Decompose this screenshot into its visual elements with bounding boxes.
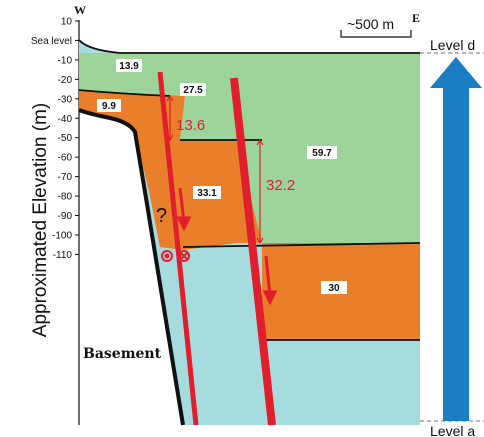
question-mark: ? bbox=[156, 205, 167, 227]
label-33-1: 33.1 bbox=[193, 186, 221, 199]
y-tick-label: Sea level bbox=[31, 36, 72, 47]
svg-text:59.7: 59.7 bbox=[312, 148, 332, 159]
fault-slip-arrows bbox=[176, 187, 278, 306]
basement-label: Basement bbox=[83, 346, 162, 362]
y-tick-label: -40 bbox=[58, 114, 73, 125]
offset-arrows bbox=[166, 94, 264, 245]
label-59-7: 59.7 bbox=[307, 146, 337, 159]
y-tick-label: -70 bbox=[58, 172, 73, 183]
y-tick-label: -110 bbox=[53, 250, 73, 261]
east-label: E bbox=[412, 11, 420, 25]
y-tick-label: -60 bbox=[58, 153, 73, 164]
label-9-9: 9.9 bbox=[97, 99, 121, 112]
contacts bbox=[78, 39, 421, 341]
label-27-5: 27.5 bbox=[180, 83, 206, 96]
basement-contact bbox=[78, 108, 185, 426]
svg-text:27.5: 27.5 bbox=[183, 85, 203, 96]
unit-value-labels: 13.9 27.5 9.9 59.7 33.1 30 bbox=[97, 59, 347, 294]
svg-text:33.1: 33.1 bbox=[197, 188, 217, 199]
fault-right bbox=[230, 77, 276, 426]
west-label: W bbox=[74, 3, 86, 17]
label-13-9: 13.9 bbox=[116, 59, 142, 72]
svg-text:9.9: 9.9 bbox=[102, 101, 116, 112]
scale-bar: ~500 m bbox=[340, 16, 412, 38]
scale-bar-label: ~500 m bbox=[347, 16, 394, 32]
y-tick-label: -30 bbox=[58, 94, 73, 105]
top-contact bbox=[78, 39, 420, 54]
svg-text:13.9: 13.9 bbox=[119, 61, 139, 72]
contact-13-9 bbox=[78, 89, 171, 97]
y-tick-label: -100 bbox=[52, 230, 72, 241]
offset-label-right: 32.2 bbox=[266, 177, 295, 194]
svg-text:30: 30 bbox=[328, 283, 340, 294]
y-axis-ticks: 10 Sea level -10 -20 -30 -40 -50 -60 -70 -80 -90 -1… bbox=[31, 17, 79, 261]
level-d-label: Level d bbox=[430, 37, 475, 53]
y-axis-title: Approximated Elevation (m) bbox=[30, 103, 51, 337]
motion-symbols bbox=[161, 250, 190, 262]
y-tick-label: -80 bbox=[58, 192, 73, 203]
level-a-label: Level a bbox=[430, 423, 475, 437]
offset-label-left: 13.6 bbox=[176, 117, 205, 134]
y-tick-label: -90 bbox=[58, 211, 73, 222]
level-arrow bbox=[430, 57, 482, 421]
y-tick-label: 10 bbox=[61, 17, 73, 28]
fault-left bbox=[157, 71, 199, 426]
contact-59-7 bbox=[182, 242, 421, 248]
y-tick-label: -20 bbox=[58, 75, 73, 86]
y-tick-label: -10 bbox=[58, 55, 73, 66]
y-tick-label: -50 bbox=[58, 133, 73, 144]
green-unit-middle bbox=[165, 60, 236, 140]
label-30: 30 bbox=[321, 281, 347, 294]
orange-unit bbox=[79, 90, 420, 340]
